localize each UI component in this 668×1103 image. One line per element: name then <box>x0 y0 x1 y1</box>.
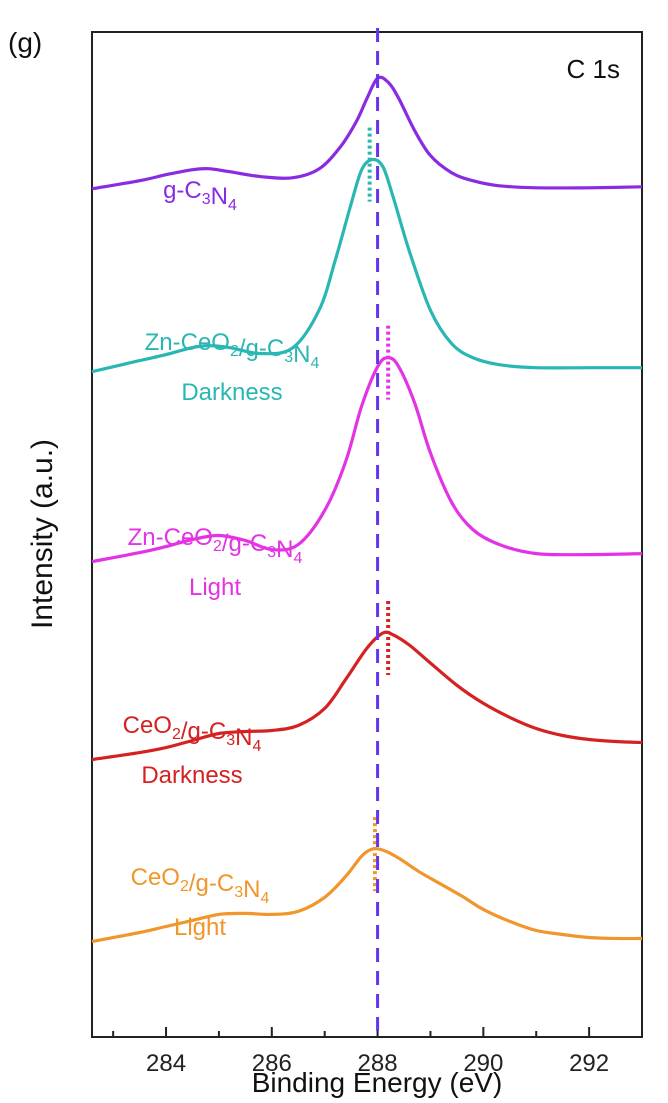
series-label-condition: Light <box>189 574 241 601</box>
x-tick-label: 290 <box>463 1050 503 1077</box>
series-label-condition: Darkness <box>181 379 282 406</box>
annotation-c1s: C 1s <box>567 54 620 84</box>
series-line <box>91 630 643 762</box>
peak-markers <box>367 127 391 892</box>
x-tick-label: 284 <box>146 1050 186 1077</box>
x-tick-label: 292 <box>569 1050 609 1077</box>
series-label: Zn-CeO2/g-C3N4 <box>128 524 303 567</box>
series-line <box>91 157 643 374</box>
series-label: Zn-CeO2/g-C3N4 <box>145 329 320 372</box>
series-line <box>91 846 643 944</box>
series-label: CeO2/g-C3N4 <box>123 712 262 755</box>
series-line <box>91 75 643 191</box>
x-tick-label: 288 <box>358 1050 398 1077</box>
x-axis-label: Binding Energy (eV) <box>252 1067 503 1098</box>
series-line <box>91 356 643 564</box>
x-tick-label: 286 <box>252 1050 292 1077</box>
plot-frame <box>91 31 643 1038</box>
panel-label: (g) <box>8 27 42 58</box>
y-axis-label: Intensity (a.u.) <box>26 439 59 629</box>
series-layer <box>91 75 643 944</box>
series-label: CeO2/g-C3N4 <box>131 864 270 907</box>
x-ticks: 284 286 288 290 292 <box>112 1027 609 1077</box>
series-label-condition: Light <box>174 914 226 941</box>
series-label: g-C3N4 <box>163 177 237 214</box>
series-labels: g-C3N4 Zn-CeO2/g-C3N4 Darkness Zn-CeO2/g-C3… <box>123 177 320 941</box>
series-label-condition: Darkness <box>141 762 242 789</box>
